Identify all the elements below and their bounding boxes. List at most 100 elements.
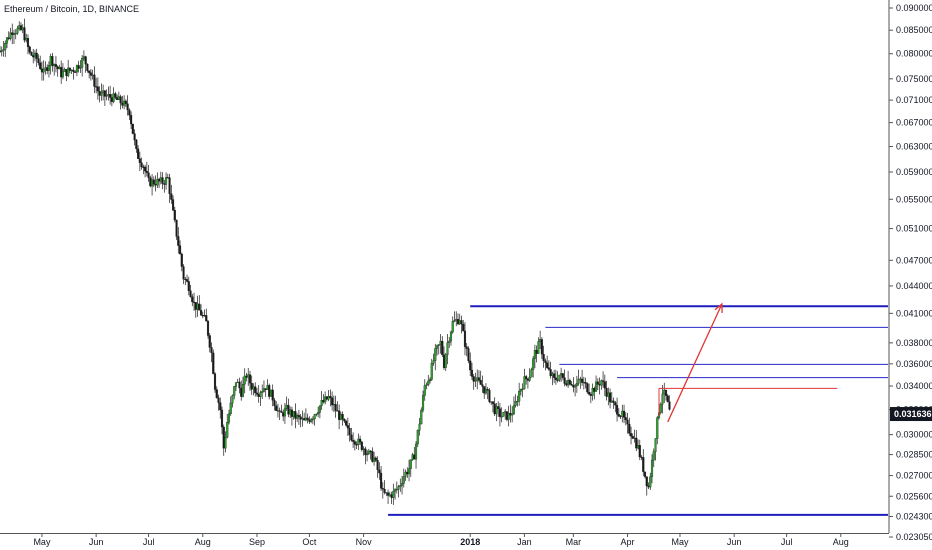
candle-body	[441, 340, 444, 355]
candle-body	[67, 67, 70, 76]
candle-body	[413, 454, 416, 460]
y-tick-label: 0.028500	[896, 450, 932, 460]
candle-body	[453, 320, 456, 322]
candle-body	[661, 393, 664, 405]
candle-body	[255, 392, 259, 395]
candle-body	[407, 468, 411, 475]
candle-body	[175, 219, 178, 237]
x-tick-label: Aug	[833, 537, 849, 547]
last-price-badge	[890, 407, 932, 422]
candle-body	[434, 348, 437, 361]
candle-body	[70, 69, 73, 71]
candle-body	[484, 389, 488, 394]
y-axis: 0.090000 0.085000 0.080000 0.075000 0.071000…	[888, 0, 932, 542]
candle-body	[516, 401, 519, 403]
candle-body	[483, 386, 486, 394]
candle-body	[350, 434, 353, 441]
candle-body	[212, 352, 215, 374]
x-tick-label: Sep	[249, 537, 265, 547]
candle-body	[575, 383, 578, 387]
candle-body	[269, 389, 272, 397]
candle-body	[586, 383, 589, 393]
candle-body	[656, 417, 659, 439]
candle-body	[23, 27, 26, 41]
candle-body	[292, 411, 295, 417]
candle-body	[649, 476, 652, 488]
candle-body	[380, 472, 383, 489]
y-tick-label: 0.044000	[896, 281, 932, 291]
candle-body	[103, 90, 106, 97]
candle-body	[135, 139, 138, 150]
candle-body	[102, 90, 105, 93]
candle-body	[192, 301, 196, 303]
candle-body	[624, 417, 627, 421]
candle-body	[605, 388, 608, 397]
y-tick-label: 0.025600	[896, 491, 932, 501]
candle-body	[131, 123, 134, 134]
candle-body	[428, 379, 432, 382]
chart-title: Ethereum / Bitcoin, 1D, BINANCE	[4, 4, 140, 14]
candle-body	[399, 485, 402, 487]
candle-body	[332, 404, 335, 406]
candle-body	[220, 409, 224, 428]
candle-body	[49, 56, 52, 66]
candle-body	[402, 476, 405, 484]
candle-body	[53, 64, 56, 67]
candle-body	[236, 381, 239, 383]
candle-body	[666, 395, 669, 402]
candle-body	[254, 386, 257, 394]
candle-body	[659, 403, 662, 413]
candle-body	[12, 33, 16, 35]
candle-body	[100, 92, 103, 96]
candle-body	[512, 405, 515, 415]
candle-body	[7, 37, 10, 39]
candle-body	[77, 65, 80, 69]
y-tick-label: 0.080000	[896, 49, 932, 59]
candle-body	[495, 406, 498, 415]
candle-body	[40, 68, 44, 73]
candle-body	[159, 177, 162, 182]
y-tick-label: 0.067000	[896, 118, 932, 128]
candle-body	[191, 296, 194, 303]
candle-body	[313, 414, 316, 420]
candle-body	[631, 436, 634, 439]
candle-body	[37, 58, 40, 64]
candle-body	[296, 415, 299, 419]
candle-body	[645, 476, 648, 487]
candle-body	[250, 382, 253, 390]
candle-body	[271, 389, 274, 401]
candle-body	[259, 392, 262, 397]
candle-body	[519, 389, 522, 392]
candle-body	[89, 72, 92, 76]
candle-body	[395, 489, 398, 491]
candle-body	[210, 347, 213, 354]
candle-body	[130, 115, 133, 125]
candle-body	[11, 32, 14, 35]
candle-body	[530, 369, 533, 378]
candle-body	[654, 438, 657, 452]
candle-body	[217, 397, 220, 403]
candle-body	[574, 385, 577, 388]
candle-body	[245, 375, 248, 378]
candle-body	[304, 417, 307, 421]
candle-body	[568, 380, 571, 385]
candle-body	[535, 350, 538, 354]
candle-body	[198, 303, 201, 311]
candle-body	[280, 411, 283, 413]
candle-body	[650, 459, 654, 477]
x-tick-label: Oct	[302, 537, 317, 547]
x-tick-label: Nov	[356, 537, 373, 547]
candle-body	[367, 450, 370, 454]
candle-body	[525, 376, 528, 380]
candle-body	[166, 177, 169, 179]
candle-body	[565, 383, 568, 386]
candle-body	[79, 67, 82, 69]
candle-body	[493, 403, 496, 415]
candle-body	[664, 389, 668, 396]
candle-body	[409, 459, 412, 469]
candle-body	[504, 411, 507, 413]
candle-body	[268, 385, 271, 397]
candle-body	[282, 412, 285, 417]
candle-body	[357, 438, 360, 446]
y-tick-label: 0.038000	[896, 338, 932, 348]
